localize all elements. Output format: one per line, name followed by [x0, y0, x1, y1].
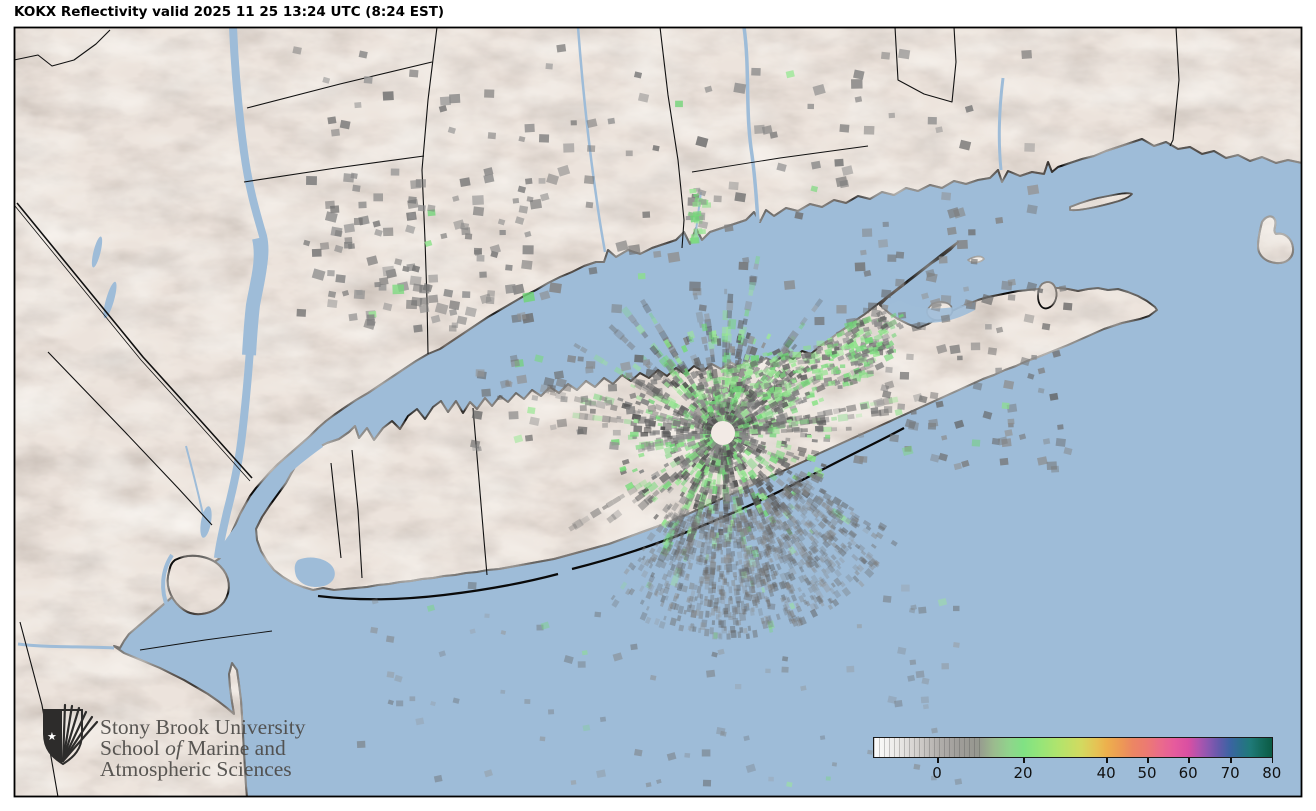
colorbar-tick-label: 50 — [1137, 764, 1157, 782]
sbu-logo-line1: Stony Brook University — [100, 715, 306, 739]
sbu-logo-text: Stony Brook University School of Marine … — [100, 715, 311, 781]
ct-ri-border — [1169, 27, 1180, 147]
brooklyn-queens-line — [330, 462, 342, 559]
colorbar-tick — [1023, 758, 1025, 763]
colorbar-tick-label: 20 — [1013, 764, 1033, 782]
block-island — [1257, 215, 1295, 265]
gardiners-island — [1037, 281, 1058, 310]
map-title: KOKX Reflectivity valid 2025 11 25 13:24… — [14, 4, 445, 20]
sbu-logo: ★ Stony Brook University School of Marin… — [43, 703, 311, 781]
nj-county-line-2 — [19, 621, 59, 797]
reflectivity-colorbar: 0 20 40 50 60 70 80 — [873, 737, 1281, 785]
connecticut-river — [742, 27, 760, 223]
radar-site-kokx — [711, 421, 735, 445]
queens-nassau-line — [351, 449, 363, 579]
colorbar-tick-label: 70 — [1220, 764, 1240, 782]
colorbar-gradient — [873, 737, 1273, 758]
housatonic-river — [576, 27, 607, 253]
east-river — [216, 441, 324, 558]
colorbar-tick — [937, 758, 939, 763]
westchester-county-line — [243, 155, 425, 183]
map-frame — [13, 26, 1303, 798]
colorbar-tick — [1106, 758, 1108, 763]
harbor-boundary-line — [139, 630, 273, 651]
sbu-logo-line2b: of — [165, 736, 185, 760]
sbu-logo-line3: Atmospheric Sciences — [100, 757, 292, 781]
wanaque-lake — [103, 281, 117, 319]
colorbar-tick — [1271, 758, 1274, 763]
ct-county-line-1 — [659, 27, 685, 249]
colorbar-tick-label: 0 — [932, 764, 942, 782]
nj-county-line-1 — [47, 351, 213, 526]
haverstraw-bay — [242, 236, 268, 356]
thames-river — [997, 77, 1005, 171]
putnam-county-line — [246, 61, 433, 109]
boundaries — [14, 27, 1180, 797]
colorbar-bin-stripes — [874, 738, 982, 757]
sbu-logo-line2a: School — [100, 736, 165, 760]
topleft-state-line — [14, 29, 111, 67]
newark-bay — [200, 506, 212, 538]
fire-island-barrier-west — [317, 572, 559, 601]
fishers-island — [1069, 192, 1133, 212]
staten-island — [166, 554, 230, 616]
raritan-river — [17, 642, 115, 650]
ct-county-line-2 — [691, 145, 869, 173]
colorbar-tick-label: 60 — [1178, 764, 1198, 782]
ny-nj-border — [16, 202, 253, 479]
ny-nj-border-2 — [14, 205, 251, 482]
svg-text:★: ★ — [47, 730, 57, 743]
ct-county-pocket — [894, 27, 957, 103]
colorbar-tick — [1188, 758, 1190, 763]
sbu-logo-line2c: Marine and — [182, 736, 286, 760]
colorbar-tick-label: 80 — [1262, 764, 1282, 782]
sbu-shield-icon: ★ — [43, 703, 99, 766]
colorbar-tick — [1230, 758, 1232, 763]
jamaica-bay — [294, 557, 335, 587]
radar-echoes — [292, 44, 1073, 788]
arthur-kill — [161, 553, 197, 632]
greenwood-lake — [91, 236, 103, 268]
rivers-and-bays — [17, 27, 1005, 650]
colorbar-tick-label: 40 — [1096, 764, 1116, 782]
fire-island-barrier-east — [571, 426, 905, 571]
colorbar-tick — [1147, 758, 1149, 763]
